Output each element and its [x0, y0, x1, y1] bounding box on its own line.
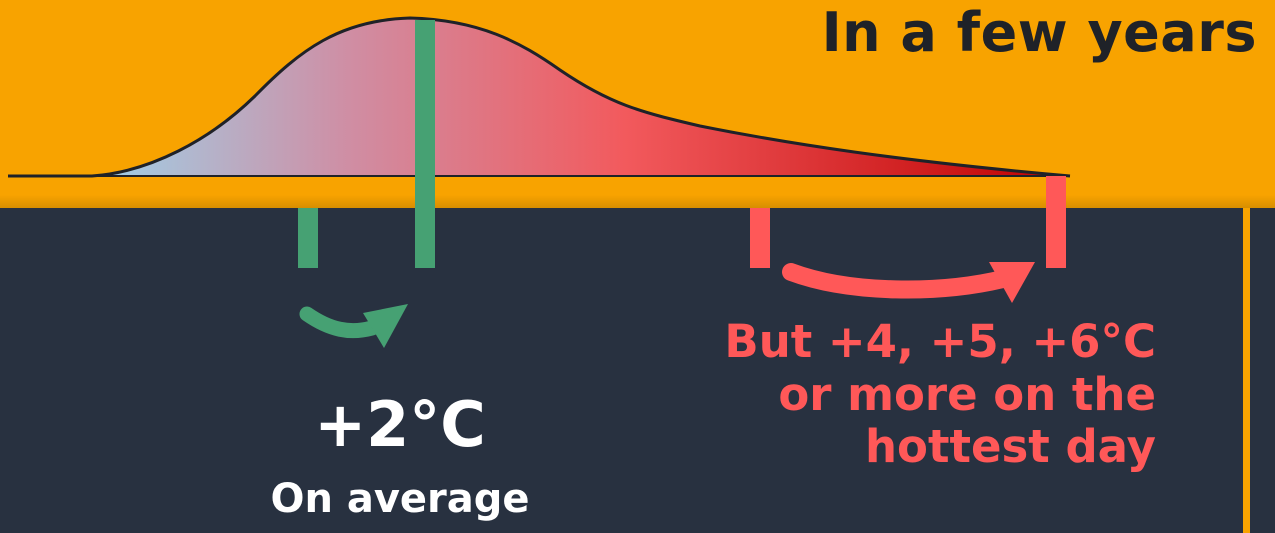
extreme-caption: But +4, +5, +6°C or more on the hottest … [724, 315, 1156, 474]
old-hottest-marker [750, 208, 770, 268]
old-average-marker [298, 208, 318, 268]
average-shift-arrow [299, 306, 380, 339]
extreme-shift-arrow [782, 263, 1012, 299]
average-shift-arrowhead [363, 304, 408, 348]
average-change-label: +2°C [314, 388, 486, 461]
distribution-curve [8, 16, 1071, 178]
new-hottest-marker [1046, 176, 1066, 268]
new-average-marker [415, 20, 435, 268]
average-caption: On average [270, 476, 530, 522]
distribution-fill [8, 18, 1070, 176]
right-edge-rail [1243, 208, 1250, 533]
page-title: In a few years [821, 1, 1257, 64]
header-shadow-strip [0, 195, 1275, 208]
extreme-shift-arrowhead [989, 262, 1035, 303]
